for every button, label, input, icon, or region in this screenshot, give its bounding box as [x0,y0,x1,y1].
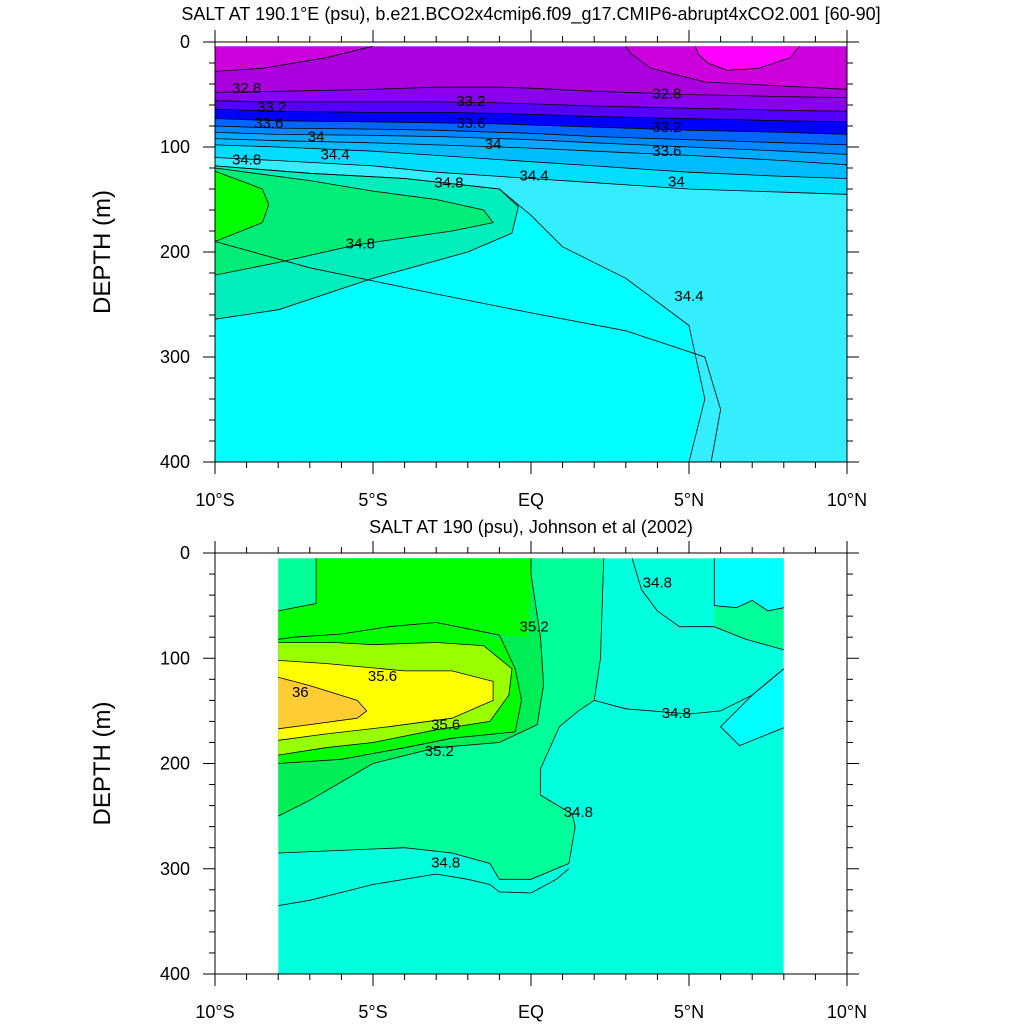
contour-line-2 [215,108,847,123]
contour-line-11 [720,668,784,747]
contour-label: 34.4 [320,146,349,163]
x-tick-label: 5°N [674,1002,704,1022]
y-tick-label: 100 [160,648,190,668]
contour-line-5 [215,131,847,155]
y-tick-label: 200 [160,242,190,262]
y-axis-label: DEPTH (m) [89,702,116,826]
contour-label: 32.8 [232,80,261,97]
contour-field: 36 35.6 35.6 35.2 35.2 34.8 34.8 34.8 34.8 [278,558,784,974]
contour-fill-region-13 [215,46,373,72]
contour-fill-region-8 [215,118,847,145]
contour-label: 34 [668,174,685,191]
y-tick-label: 0 [180,32,190,52]
contour-label: 33.2 [257,99,286,116]
contour-field: 32.833.233.63434.434.833.233.63434.434.8… [215,46,847,462]
contour-label: 34.8 [564,804,593,821]
contour-line-13 [215,241,722,462]
contour-fill-region-15 [695,46,800,71]
contour-label: 35.6 [431,717,460,734]
contour-label: 35.2 [425,743,454,760]
contour-line-11 [215,167,494,276]
contour-label: 36 [292,684,309,701]
contour-fill-region-3 [215,171,269,242]
contour-label: 33.6 [456,115,485,132]
contour-line-8 [215,157,847,195]
contour-line-0 [215,86,847,99]
top-salinity-panel: 32.833.233.63434.434.833.233.63434.434.8… [89,4,881,510]
y-tick-label: 400 [160,964,190,984]
contour-fill-region-2 [215,168,494,276]
contour-label: 34 [485,136,502,153]
contour-label: 34.8 [434,175,463,192]
contour-line-1 [215,100,847,112]
contour-label: 33.2 [456,93,485,110]
contour-label: 34.8 [346,236,375,253]
chart-title: SALT AT 190.1°E (psu), b.e21.BCO2x4cmip6… [181,4,880,25]
x-tick-label: 10°N [827,1002,867,1022]
contour-label: 32.8 [652,85,681,102]
contour-fill-region-5 [215,138,847,179]
x-tick-label: 5°N [674,490,704,510]
contour-line-5 [278,676,368,730]
contour-fill-region-9 [278,677,367,729]
contour-label: 34.8 [232,152,261,169]
contour-label: 35.6 [368,668,397,685]
contour-fill-region-5 [278,558,531,640]
y-tick-label: 300 [160,859,190,879]
contour-line-12 [215,170,270,242]
contour-fill-region-7 [215,126,847,155]
y-tick-label: 300 [160,347,190,367]
x-tick-label: 10°N [827,490,867,510]
contour-line-6 [278,558,605,880]
contour-fill-region-3 [720,668,784,746]
contour-line-3 [278,642,513,756]
contour-line-6 [215,138,847,166]
contour-label: 34.4 [674,288,703,305]
contour-line-8 [631,558,784,651]
contour-line-4 [278,660,494,741]
contour-fill-region-0 [215,157,847,462]
y-tick-label: 400 [160,452,190,472]
contour-line-1 [278,558,545,817]
contour-label: 34.4 [520,167,549,184]
chart-title: SALT AT 190 (psu), Johnson et al (2002) [369,517,693,537]
contour-fill-region-10 [215,100,847,122]
contour-line-7 [215,144,847,179]
contour-line-16 [694,46,800,71]
contour-line-15 [625,46,847,90]
contour-label: 33.6 [652,143,681,160]
x-tick-label: 5°S [358,1002,387,1022]
contour-line-7 [278,868,570,906]
y-tick-label: 200 [160,754,190,774]
contour-line-14 [215,46,374,72]
contour-line-0 [278,558,317,612]
contour-line-2 [278,622,522,764]
contour-fill-region-4 [215,144,847,195]
contour-line-3 [215,118,847,135]
y-tick-label: 100 [160,137,190,157]
x-tick-label: 10°S [195,1002,234,1022]
contour-line-10 [713,558,784,612]
contour-line-10 [215,165,519,320]
x-tick-label: 5°S [358,490,387,510]
contour-label: 34.8 [431,854,460,871]
contour-label: 33.2 [652,119,681,136]
contour-fill-region-11 [215,87,847,112]
y-axis-label: DEPTH (m) [89,190,116,314]
x-tick-label: EQ [518,1002,544,1022]
bottom-salinity-panel: 36 35.6 35.6 35.2 35.2 34.8 34.8 34.8 34.8 10°S 5°… [89,517,867,1022]
contour-fill-region-6 [215,132,847,165]
contour-label: 33.6 [254,115,283,132]
contour-label: 34.8 [662,705,691,722]
contour-line-4 [215,125,847,146]
contour-label: 34 [308,129,325,146]
contour-fill-region-9 [215,109,847,135]
contour-label: 34.8 [643,574,672,591]
contour-fill-region-2 [714,558,784,611]
x-tick-label: 10°S [195,490,234,510]
x-tick-label: EQ [518,490,544,510]
contour-label: 35.2 [520,619,549,636]
y-tick-label: 0 [180,543,190,563]
